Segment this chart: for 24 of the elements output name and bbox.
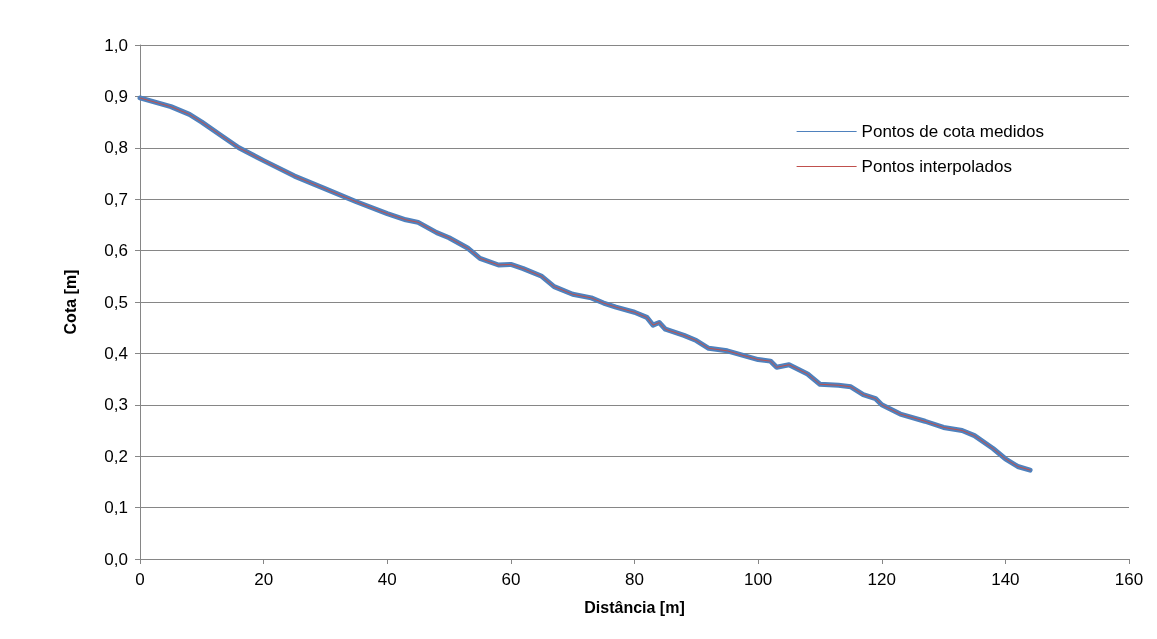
y-tick-label: 0,7 [104,189,128,209]
x-tick-label: 100 [743,570,773,589]
legend-label: Pontos interpolados [861,157,1012,176]
x-tick-label: 60 [501,570,521,589]
legend-label: Pontos de cota medidos [861,122,1045,141]
y-tick-label: 0,1 [104,498,128,518]
x-tick-label: 160 [1114,570,1144,589]
y-tick-label: 0,2 [104,446,128,466]
y-axis-title: Cota [m] [61,269,79,335]
x-tick-label: 40 [377,570,397,589]
y-tick-label: 0,4 [104,343,128,363]
y-tick-label: 0,9 [104,86,128,106]
x-axis-title: Distância [m] [584,598,685,616]
y-tick-label: 0,0 [104,549,128,569]
x-tick-label: 80 [625,570,644,589]
x-tick-label: 0 [135,570,145,589]
y-tick-label: 0,5 [104,292,128,312]
x-tick-label: 120 [867,570,896,589]
x-tick-label: 20 [254,570,274,589]
y-tick-label: 0,6 [104,241,128,261]
x-tick-label: 140 [991,570,1020,589]
y-tick-label: 0,3 [104,395,128,415]
y-tick-label: 0,8 [104,138,128,158]
y-tick-label: 1,0 [104,35,128,55]
